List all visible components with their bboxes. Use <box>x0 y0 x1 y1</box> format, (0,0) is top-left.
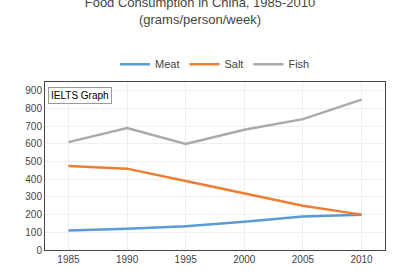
svg-text:800: 800 <box>25 103 42 114</box>
svg-text:1995: 1995 <box>175 254 198 265</box>
svg-text:2000: 2000 <box>233 254 256 265</box>
svg-text:400: 400 <box>25 174 42 185</box>
svg-text:1990: 1990 <box>116 254 139 265</box>
svg-text:200: 200 <box>25 209 42 220</box>
svg-text:Fish: Fish <box>288 58 309 70</box>
svg-text:Meat: Meat <box>155 58 179 70</box>
svg-text:IELTS Graph: IELTS Graph <box>51 90 109 101</box>
svg-text:900: 900 <box>25 85 42 96</box>
svg-text:1985: 1985 <box>57 254 80 265</box>
svg-text:2010: 2010 <box>350 254 373 265</box>
svg-text:600: 600 <box>25 138 42 149</box>
svg-text:700: 700 <box>25 121 42 132</box>
svg-text:300: 300 <box>25 191 42 202</box>
svg-text:500: 500 <box>25 156 42 167</box>
svg-text:100: 100 <box>25 227 42 238</box>
svg-text:Salt: Salt <box>224 58 243 70</box>
svg-text:0: 0 <box>36 245 42 256</box>
svg-text:Food Consumption in China, 198: Food Consumption in China, 1985-2010(gra… <box>85 0 316 27</box>
svg-text:2005: 2005 <box>292 254 315 265</box>
